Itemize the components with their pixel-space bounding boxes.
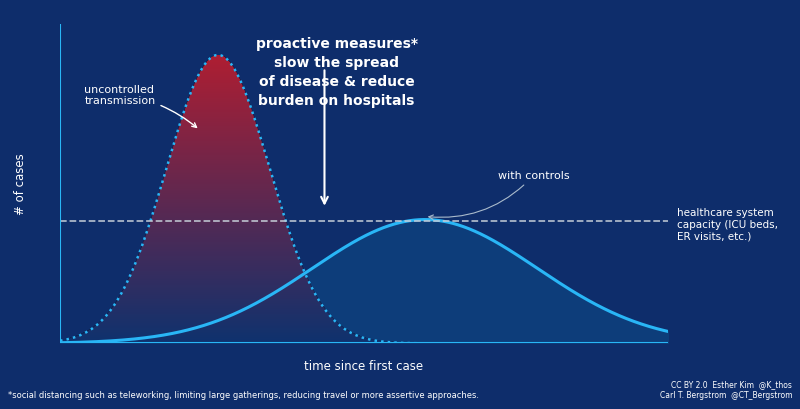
Text: with controls: with controls — [429, 171, 570, 220]
Text: # of cases: # of cases — [14, 153, 27, 215]
Text: *social distancing such as teleworking, limiting large gatherings, reducing trav: *social distancing such as teleworking, … — [8, 390, 479, 399]
Text: time since first case: time since first case — [305, 360, 423, 372]
Text: uncontrolled
transmission: uncontrolled transmission — [84, 84, 197, 128]
Text: healthcare system
capacity (ICU beds,
ER visits, etc.): healthcare system capacity (ICU beds, ER… — [677, 207, 778, 240]
Text: proactive measures*
slow the spread
of disease & reduce
burden on hospitals: proactive measures* slow the spread of d… — [256, 37, 418, 108]
Text: CC BY 2.0  Esther Kim  @K_thos
Carl T. Bergstrom  @CT_Bergstrom: CC BY 2.0 Esther Kim @K_thos Carl T. Ber… — [659, 380, 792, 399]
